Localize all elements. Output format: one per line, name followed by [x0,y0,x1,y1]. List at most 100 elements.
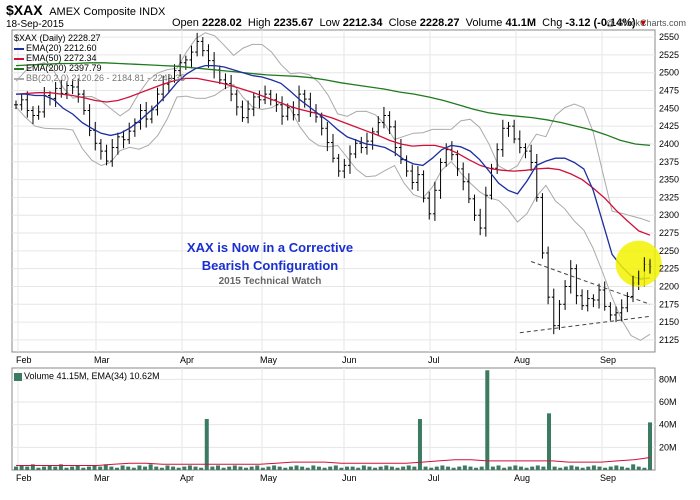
volume-bar [316,466,321,470]
volume-bar [339,467,344,470]
volume-bar [193,466,198,470]
volume-ema-line [16,457,651,466]
volume-bar [81,467,86,470]
bb-lower-line [15,83,651,341]
volume-bar [502,467,507,470]
price-tick-label: 2200 [659,281,679,291]
annotation-line1: XAX is Now in a Corrective [186,240,354,255]
volume-bar [288,466,293,470]
volume-bar [412,466,417,470]
volume-bar [14,466,18,470]
volume-tick-label: 20M [659,442,677,452]
high-value: 2235.67 [273,17,314,29]
ema20-swatch [14,47,24,50]
volume-bar [30,464,35,470]
volume-bar [154,466,159,470]
volume-bar [109,466,114,470]
price-tick-label: 2425 [659,121,679,131]
price-tick-label: 2150 [659,317,679,327]
volume-bar [333,465,338,470]
price-tick-label: 2125 [659,335,679,345]
legend-price-label: $XAX (Daily) 2228.27 [14,33,101,43]
volume-bar [395,467,400,470]
price-tick-label: 2175 [659,299,679,309]
high-label: High [247,17,271,29]
volume-bar [608,466,613,470]
price-tick-label: 2550 [659,32,679,42]
volume-bar [485,370,490,470]
volume-tick-label: 60M [659,397,677,407]
legend-ema50-label: EMA(50) 2272.34 [26,53,97,63]
price-tick-label: 2325 [659,192,679,202]
volume-bar [361,465,366,470]
volume-axis: 20M 40M 60M 80M [659,374,677,452]
volume-bar [98,466,103,470]
volume-bar [636,466,641,470]
x-tick-label-price: Feb [16,355,32,365]
price-tick-label: 2400 [659,139,679,149]
triangle-lower-line [519,315,651,334]
x-tick-label-price: Jun [342,355,357,365]
volume-bar [165,465,170,470]
volume-bar [120,465,125,470]
volume-bar [244,467,249,470]
price-tick-label: 2450 [659,103,679,113]
chart-header: $XAX AMEX Composite INDX [6,2,165,18]
volume-bar [389,466,394,470]
legend-ema200-label: EMA(200) 2397.79 [26,63,102,73]
volume-bar [272,465,277,470]
volume-bar [114,467,119,470]
ema200-swatch [14,67,24,70]
x-tick-label-price: Mar [94,355,110,365]
volume-bar [490,466,495,470]
x-tick-label-volume: May [260,473,278,483]
volume-bar [255,465,260,470]
low-label: Low [319,17,340,29]
price-tick-label: 2275 [659,228,679,238]
volume-bar [199,467,204,470]
volume-bar [648,422,652,470]
volume-bar [126,466,131,470]
price-tick-label: 2500 [659,68,679,78]
close-label: Close [388,17,417,29]
volume-bar [148,464,153,470]
price-tick-label: 2475 [659,86,679,96]
legend-ema200: EMA(200) 2397.79 [14,63,102,73]
volume-bar [423,466,428,470]
volume-bars [14,370,652,470]
volume-bar [215,465,220,470]
volume-bar [373,467,378,470]
annotation-line3: 2015 Technical Watch [218,276,322,287]
volume-bar [468,466,473,470]
volume-bar [440,465,445,470]
volume-bar [322,467,327,470]
volume-value: 41.1M [505,17,537,29]
legend-price: $XAX (Daily) 2228.27 [14,33,101,43]
price-tick-label: 2225 [659,264,679,274]
volume-bar [19,465,24,470]
volume-bar [524,467,529,470]
price-tick-label: 2375 [659,157,679,167]
volume-bar [429,467,434,470]
volume-bar [535,465,540,470]
x-tick-label-price: Apr [180,355,194,365]
volume-bar [547,413,552,470]
legend-volume: Volume 41.15M, EMA(34) 10.62M [14,371,160,381]
volume-bar [277,466,282,470]
ema50-line [15,77,651,236]
volume-bar [384,465,389,470]
x-tick-label-volume: Sep [600,473,616,483]
volume-bar [176,467,181,470]
volume-bar [569,465,574,470]
x-tick-label-price: May [260,355,278,365]
open-value: 2228.02 [201,17,242,29]
volume-bar [36,467,41,470]
volume-bar [70,466,75,470]
x-axis: Feb Feb Mar Mar Apr Apr May May Jun Jun Jul Jul Aug A… [16,355,616,483]
legend-ema50: EMA(50) 2272.34 [14,53,97,63]
legend-bb: BB(20,2.0) 2120.26 - 2184.81 - 2249.35 [14,73,185,83]
volume-bar [311,465,316,470]
volume-bar [614,465,619,470]
price-tick-label: 2525 [659,50,679,60]
volume-bar [530,466,535,470]
